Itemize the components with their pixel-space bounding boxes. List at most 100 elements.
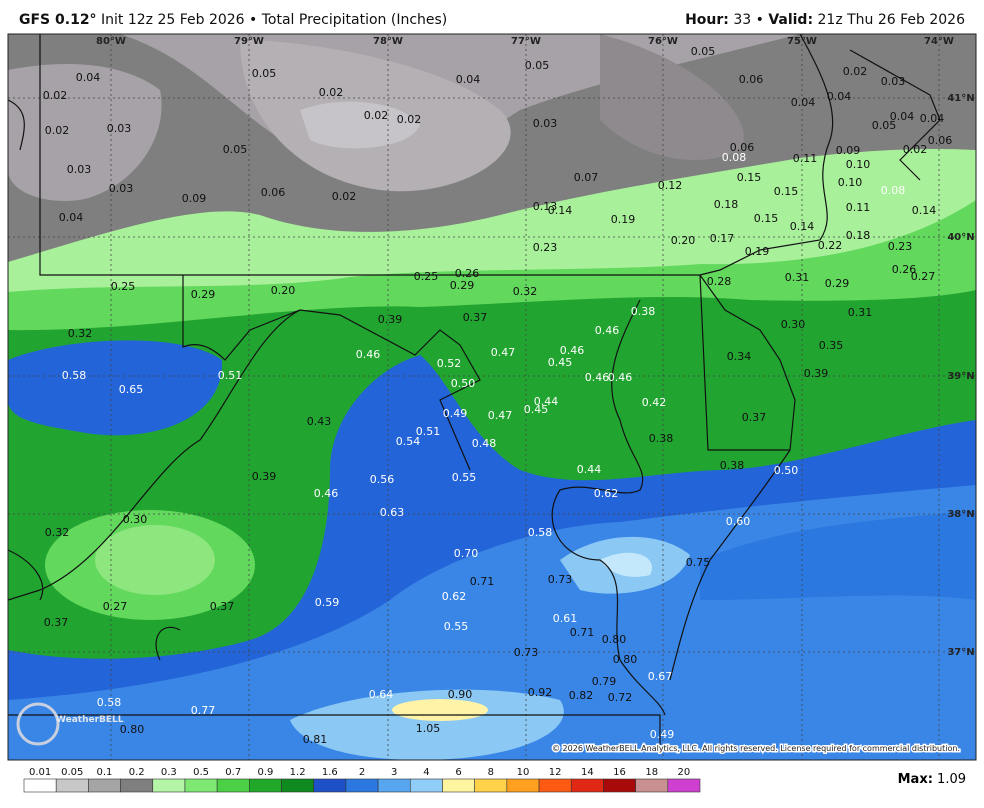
legend-swatch [88,778,121,793]
legend-label: 0.01 [29,767,51,778]
point-value: 0.03 [881,75,906,88]
point-value: 0.54 [396,435,421,448]
borders [8,34,941,750]
point-value: 0.32 [513,285,538,298]
point-value: 0.39 [252,470,277,483]
longitude-label: 74°W [924,36,954,47]
point-value: 0.06 [730,141,755,154]
point-value: 0.22 [818,239,843,252]
point-value: 0.38 [720,459,745,472]
point-value: 0.42 [642,396,667,409]
point-value: 0.58 [97,696,122,709]
hour: 33 • [733,12,764,28]
legend-swatch [570,778,604,793]
point-value: 0.81 [303,733,328,746]
point-value: 0.18 [714,198,739,211]
point-value: 0.37 [742,411,767,424]
point-value: 0.02 [332,190,357,203]
legend-label: 0.9 [257,767,273,778]
legend-swatch [506,778,540,793]
legend-swatch [23,778,57,793]
latitude-label: 38°N [947,509,974,520]
point-value: 0.05 [252,67,277,80]
legend-swatch [345,778,379,793]
latitude-label: 39°N [947,371,974,382]
point-value: 0.51 [416,425,441,438]
point-value: 0.32 [45,526,70,539]
legend-label: 0.1 [97,767,113,778]
copyright: © 2026 WeatherBELL Analytics, LLC. All r… [552,744,960,753]
point-value: 0.02 [319,86,344,99]
point-value: 0.12 [658,179,683,192]
point-value: 0.44 [577,463,602,476]
legend-swatch [55,778,89,793]
point-value: 0.23 [533,241,558,254]
legend-label: 1.6 [322,767,338,778]
point-value: 0.20 [671,234,696,247]
point-value: 0.13 [533,200,558,213]
point-value: 0.25 [111,280,136,293]
point-value: 0.03 [109,182,134,195]
point-value: 0.49 [443,407,468,420]
point-value: 0.04 [890,110,915,123]
legend-label: 16 [613,767,626,778]
point-value: 0.02 [397,113,422,126]
point-value: 0.04 [791,96,816,109]
point-value: 0.06 [261,186,286,199]
point-value: 0.49 [650,728,675,741]
point-value: 0.02 [364,109,389,122]
point-value: 0.11 [793,152,818,165]
legend-swatch [538,778,572,793]
point-value: 0.03 [107,122,132,135]
point-value: 0.70 [454,547,479,560]
point-value: 0.04 [456,73,481,86]
point-value: 0.52 [437,357,462,370]
point-value: 0.56 [370,473,395,486]
legend-label: 0.2 [129,767,145,778]
legend-swatch [216,778,250,793]
point-value: 0.48 [472,437,497,450]
legend-label: 0.05 [61,767,83,778]
point-value: 0.20 [271,284,296,297]
point-value: 0.45 [548,356,573,369]
point-value: 0.35 [819,339,844,352]
point-value: 0.05 [223,143,248,156]
point-value: 0.05 [525,59,550,72]
point-value: 0.02 [903,143,928,156]
point-value: 0.30 [123,513,148,526]
point-value: 0.55 [452,471,477,484]
point-value: 0.92 [528,686,553,699]
point-value: 0.80 [613,653,638,666]
point-value: 0.27 [103,600,128,613]
legend-label: 20 [678,767,691,778]
point-value: 0.90 [448,688,473,701]
point-value: 0.46 [560,344,585,357]
point-value: 0.17 [710,232,735,245]
legend-swatch [603,778,636,793]
legend-label: 18 [645,767,658,778]
legend-swatch [377,778,411,793]
point-value: 0.75 [686,556,711,569]
legend-swatch [474,778,508,793]
point-value: 0.32 [68,327,93,340]
longitude-label: 75°W [787,36,817,47]
valid: 21z Thu 26 Feb 2026 [817,12,966,28]
point-value: 0.38 [649,432,674,445]
point-value: 0.25 [414,270,439,283]
point-value: 0.47 [488,409,513,422]
point-value: 0.15 [754,212,779,225]
logo-text: WeatherBELL [56,715,124,725]
point-value: 0.06 [928,134,953,147]
point-value: 0.08 [881,184,906,197]
point-value: 0.80 [120,723,145,736]
longitude-label: 78°W [373,36,403,47]
point-value: 0.03 [67,163,92,176]
legend-label: 3 [391,767,397,778]
point-value: 0.03 [533,117,558,130]
point-value: 0.71 [470,575,495,588]
point-value: 0.28 [707,275,732,288]
point-value: 0.62 [594,487,619,500]
point-value: 0.09 [182,192,207,205]
point-value: 0.19 [611,213,636,226]
